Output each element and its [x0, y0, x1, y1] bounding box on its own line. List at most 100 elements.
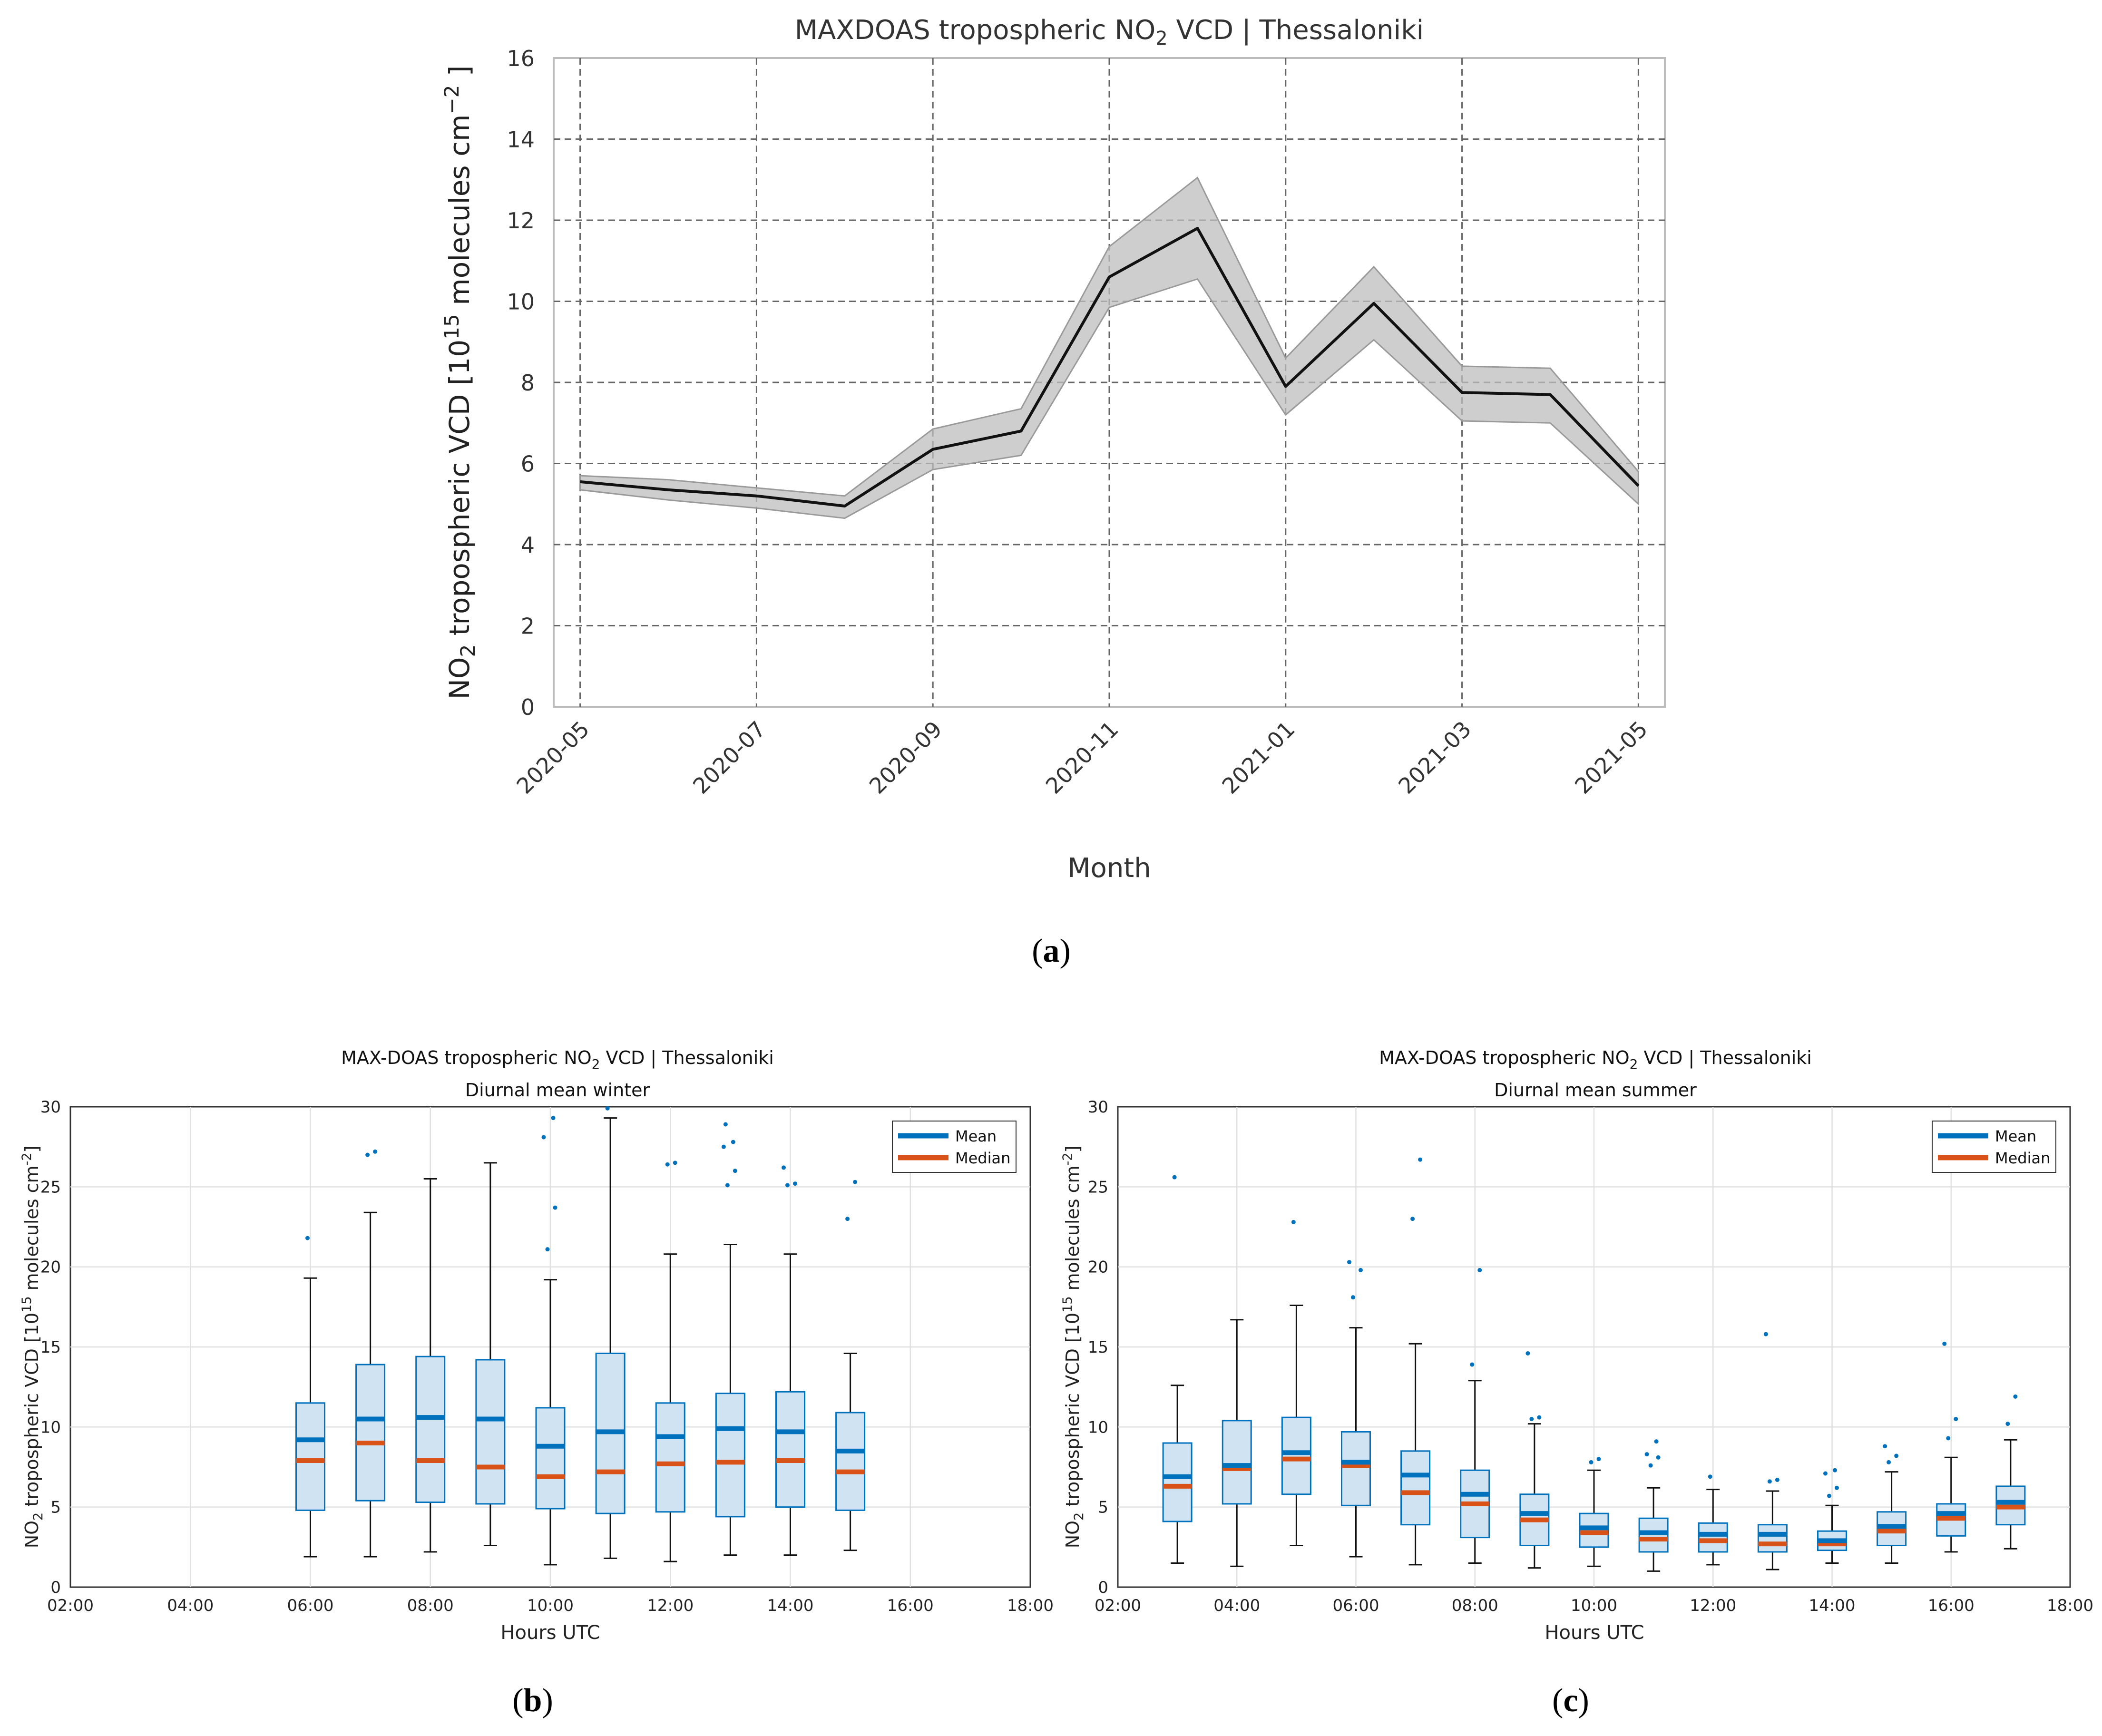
chart-a-title: MAXDOAS tropospheric NO2 VCD | Thessalon… — [795, 15, 1424, 49]
chart-b-x-tick-label: 14:00 — [767, 1596, 814, 1615]
chart-c-iqr-box — [1162, 1442, 1193, 1522]
chart-a-y-tick-label: 2 — [521, 614, 535, 639]
chart-b-x-axis-label: Hours UTC — [500, 1622, 600, 1644]
chart-b-outlier-point — [545, 1247, 550, 1252]
chart-c-legend: Mean Median — [1932, 1121, 2056, 1173]
chart-c-box — [1281, 1219, 1311, 1546]
chart-b-iqr-box — [715, 1393, 745, 1518]
chart-b-box — [355, 1149, 386, 1558]
chart-b-outlier-point — [731, 1140, 735, 1144]
chart-c-box — [1995, 1394, 2026, 1550]
chart-c-x-tick-label: 04:00 — [1213, 1596, 1260, 1615]
chart-b-legend-box — [892, 1121, 1017, 1173]
chart-b-outlier-point — [721, 1144, 726, 1149]
chart-c-outlier-point — [1942, 1341, 1947, 1346]
chart-b-y-tick-label: 15 — [40, 1338, 61, 1357]
chart-c-iqr-box — [1341, 1431, 1371, 1506]
chart-c-legend-mean-label: Mean — [1995, 1127, 2036, 1145]
chart-b-x-tick-label: 02:00 — [47, 1596, 94, 1615]
chart-c-iqr-box — [1638, 1517, 1669, 1553]
chart-c-outlier-point — [1537, 1415, 1542, 1420]
panel-label-c: (c) — [1552, 1682, 1589, 1719]
chart-b-title-line2: Diurnal mean winter — [465, 1080, 650, 1101]
chart-a-y-tick-label: 16 — [507, 46, 535, 71]
chart-b-y-axis-label: NO2 tropospheric VCD [1015 molecules cm-… — [20, 1146, 46, 1549]
chart-c-box — [1817, 1468, 1847, 1564]
chart-c-outlier-point — [1708, 1474, 1712, 1479]
chart-a-series — [579, 176, 1640, 519]
chart-c-outlier-point — [1887, 1460, 1891, 1464]
chart-b-x-tick-label: 06:00 — [287, 1596, 334, 1615]
chart-c-grid — [1118, 1107, 2070, 1587]
chart-c-title-line1: MAX-DOAS tropospheric NO2 VCD | Thessalo… — [1379, 1047, 1812, 1072]
chart-c-x-tick-label: 12:00 — [1690, 1596, 1736, 1615]
chart-b-iqr-box — [355, 1364, 386, 1502]
chart-b-y-tick-label: 20 — [40, 1258, 61, 1277]
chart-b-y-tick-label: 5 — [50, 1498, 61, 1517]
chart-c-outlier-point — [1359, 1268, 1363, 1272]
chart-b-outlier-point — [845, 1217, 850, 1221]
chart-c-y-tick-label: 30 — [1088, 1098, 1108, 1117]
chart-c-y-ticks: 0 5 10 15 20 25 30 — [1088, 1098, 1108, 1597]
chart-c-x-ticks: 02:00 04:00 06:00 08:00 10:00 12:00 14:00 16:00… — [1095, 1596, 2093, 1615]
chart-c-iqr-box — [1698, 1522, 1728, 1553]
chart-a-x-tick-label: 2020-11 — [1041, 716, 1124, 799]
chart-c-outlier-point — [1946, 1436, 1951, 1441]
chart-c-iqr-box — [1877, 1511, 1907, 1546]
chart-a-x-axis-label: Month — [1067, 853, 1151, 884]
chart-b-outlier-point — [605, 1106, 610, 1111]
chart-a-x-tick-label: 2020-05 — [511, 716, 594, 799]
chart-c-legend-median-label: Median — [1995, 1149, 2050, 1167]
chart-c-outlier-point — [1763, 1332, 1768, 1336]
chart-c-outlier-point — [1470, 1362, 1475, 1367]
chart-b-x-tick-label: 04:00 — [167, 1596, 214, 1615]
panel-label-b: (b) — [512, 1682, 553, 1719]
chart-b-box — [715, 1122, 745, 1556]
chart-c-outlier-point — [1775, 1477, 1779, 1482]
chart-b-y-tick-label: 10 — [40, 1418, 61, 1437]
chart-c-box — [1222, 1319, 1252, 1567]
chart-c-outlier-point — [1172, 1175, 1177, 1180]
chart-a-y-tick-label: 8 — [521, 370, 535, 396]
chart-a-mean-line — [580, 227, 1640, 507]
chart-b-outlier-point — [785, 1183, 790, 1188]
chart-b-outlier-point — [733, 1169, 737, 1173]
chart-c-outlier-point — [1827, 1493, 1831, 1498]
chart-c-box — [1341, 1260, 1371, 1558]
chart-c-outlier-point — [1833, 1468, 1837, 1473]
chart-b-outlier-point — [551, 1116, 556, 1121]
chart-a-y-tick-label: 10 — [507, 289, 535, 315]
chart-a-y-axis-label: NO2 tropospheric VCD [1015 molecules cm−… — [440, 66, 479, 700]
chart-c-y-tick-label: 5 — [1098, 1498, 1108, 1517]
chart-c-outlier-point — [1477, 1268, 1482, 1272]
chart-a-y-tick-label: 6 — [521, 451, 535, 477]
chart-c-legend-box — [1932, 1121, 2056, 1173]
chart-b-y-tick-label: 0 — [50, 1578, 61, 1597]
chart-c-outlier-point — [2013, 1394, 2018, 1399]
chart-c-outlier-point — [1644, 1452, 1649, 1457]
chart-c-outlier-point — [1410, 1217, 1415, 1221]
chart-b-outlier-point — [305, 1236, 310, 1240]
chart-a-x-tick-label: 2021-05 — [1570, 716, 1652, 799]
chart-c-x-tick-label: 14:00 — [1809, 1596, 1856, 1615]
chart-c-iqr-box — [1400, 1450, 1431, 1526]
chart-c-y-tick-label: 15 — [1088, 1338, 1108, 1357]
chart-c-x-axis-label: Hours UTC — [1545, 1622, 1644, 1644]
chart-c-y-tick-label: 25 — [1088, 1178, 1108, 1197]
chart-b-outlier-point — [853, 1180, 858, 1184]
chart-c-outlier-point — [1291, 1219, 1296, 1224]
chart-b-x-tick-label: 12:00 — [647, 1596, 694, 1615]
chart-c-outlier-point — [2005, 1422, 2010, 1426]
chart-b-x-tick-label: 10:00 — [527, 1596, 574, 1615]
chart-c-outlier-point — [1767, 1479, 1772, 1484]
chart-c-y-tick-label: 20 — [1088, 1258, 1108, 1277]
chart-b-iqr-box — [775, 1391, 805, 1508]
chart-b-outlier-point — [553, 1205, 557, 1210]
chart-b-y-tick-label: 25 — [40, 1178, 61, 1197]
chart-c-box — [1638, 1439, 1669, 1572]
chart-c-box — [1877, 1444, 1907, 1564]
chart-b-box — [535, 1116, 566, 1566]
chart-c-box — [1400, 1157, 1431, 1566]
chart-a-x-tick-label: 2020-07 — [688, 716, 771, 799]
